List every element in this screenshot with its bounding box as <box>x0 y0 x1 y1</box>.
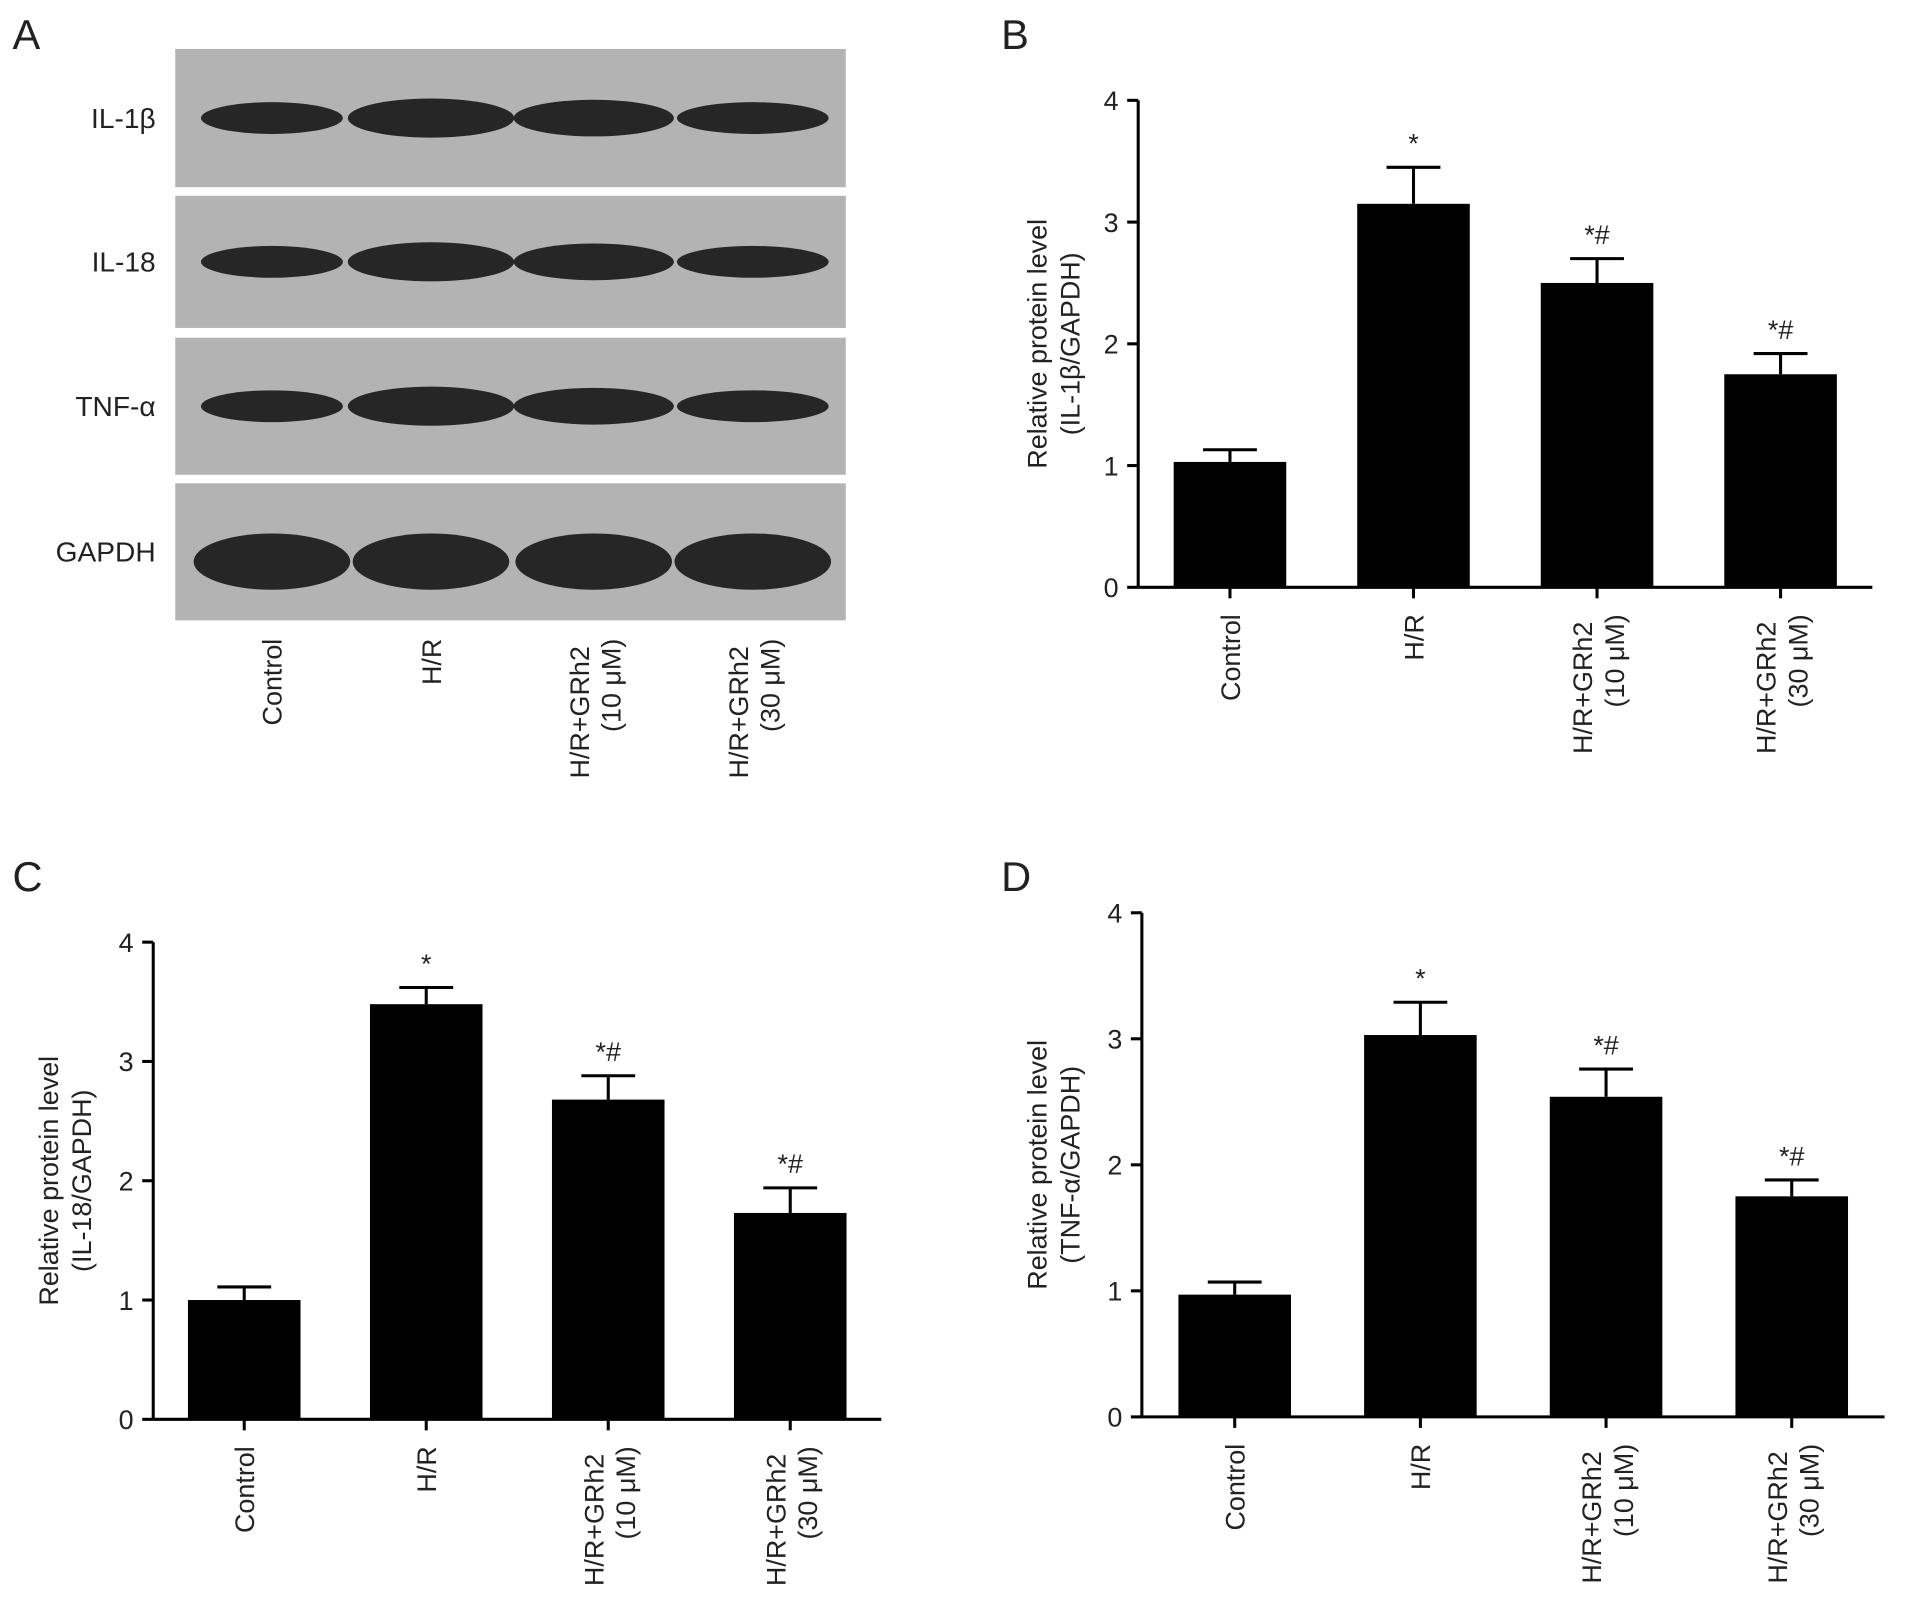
y-tick-label: 0 <box>1107 1403 1122 1433</box>
x-tick-label: H/R <box>412 1446 442 1492</box>
y-tick-label: 2 <box>1107 1151 1122 1181</box>
protein-label: IL-1β <box>91 103 156 134</box>
x-tick-label: H/R+GRh2 (10 μM) <box>1568 614 1630 754</box>
significance-mark: * <box>1415 964 1426 994</box>
blot-band <box>513 243 674 281</box>
blot-band <box>200 102 343 134</box>
bar <box>1540 282 1654 588</box>
bar <box>1735 1196 1849 1417</box>
blot-band <box>347 386 515 426</box>
bar <box>187 1300 301 1420</box>
x-tick-label: H/R+GRh2 (30 μM) <box>1752 614 1814 754</box>
y-tick-label: 4 <box>1107 899 1122 929</box>
lane-label: H/R+GRh2 (30 μM) <box>724 639 786 779</box>
bar <box>1724 374 1837 588</box>
blot-band <box>200 245 343 278</box>
blot-band <box>352 533 510 590</box>
significance-mark: * <box>421 949 432 979</box>
lane-label: H/R+GRh2 (10 μM) <box>565 639 627 779</box>
bar <box>1178 1294 1291 1417</box>
y-tick-label: 4 <box>1104 86 1119 116</box>
x-tick-label: Control <box>1216 614 1246 701</box>
y-tick-label: 2 <box>1104 330 1119 360</box>
y-tick-label: 4 <box>119 928 134 958</box>
bar <box>1173 461 1287 588</box>
blot-band <box>193 533 351 590</box>
y-tick-label: 0 <box>119 1405 134 1435</box>
blot-band <box>676 390 829 423</box>
panel-label: B <box>1001 11 1029 58</box>
significance-mark: * <box>1408 129 1419 159</box>
blot-band <box>676 102 829 134</box>
blot-band <box>347 242 515 282</box>
x-tick-label: Control <box>1220 1444 1250 1531</box>
significance-mark: *# <box>1593 1030 1618 1060</box>
significance-mark: *# <box>1779 1141 1804 1171</box>
y-axis-label: (IL-18/GAPDH) <box>67 1090 97 1272</box>
panel-label: C <box>13 853 43 900</box>
blot-band <box>200 390 343 423</box>
y-tick-label: 3 <box>1104 208 1119 238</box>
y-tick-label: 2 <box>119 1167 134 1197</box>
x-tick-label: Control <box>230 1446 260 1533</box>
protein-label: TNF-α <box>75 391 155 422</box>
y-tick-label: 0 <box>1104 573 1119 603</box>
blot-band <box>347 98 515 138</box>
x-tick-label: H/R+GRh2 (10 μM) <box>1577 1444 1639 1584</box>
x-tick-label: H/R <box>1399 614 1429 660</box>
bar <box>551 1099 665 1420</box>
blot-band <box>513 387 674 425</box>
protein-label: GAPDH <box>56 537 156 568</box>
x-tick-label: H/R <box>1406 1444 1436 1490</box>
western-blot: IL-1β IL-18 TNF-α GAPDH <box>56 48 846 621</box>
significance-mark: *# <box>778 1149 803 1179</box>
blot-band <box>676 245 829 278</box>
y-tick-label: 1 <box>1104 451 1119 481</box>
panel-label: D <box>1001 853 1031 900</box>
bar <box>1357 203 1470 588</box>
bar <box>733 1212 847 1420</box>
y-tick-label: 1 <box>1107 1277 1122 1307</box>
y-axis-label: (IL-1β/GAPDH) <box>1055 252 1085 435</box>
y-axis-label: Relative protein level <box>34 1056 64 1306</box>
panel-label: A <box>13 11 41 58</box>
blot-band <box>515 533 673 590</box>
y-axis-label: Relative protein level <box>1022 1040 1052 1290</box>
y-tick-label: 1 <box>119 1286 134 1316</box>
protein-label: IL-18 <box>92 247 156 278</box>
y-axis-label: (TNF-α/GAPDH) <box>1055 1066 1085 1264</box>
lane-label: Control <box>258 639 288 726</box>
y-tick-label: 3 <box>1107 1025 1122 1055</box>
significance-mark: *# <box>1584 220 1609 250</box>
x-tick-label: H/R+GRh2 (30 μM) <box>1763 1444 1825 1584</box>
blot-band <box>513 99 674 137</box>
bar <box>369 1004 483 1420</box>
lane-label: H/R <box>417 639 447 685</box>
significance-mark: *# <box>1768 315 1793 345</box>
significance-mark: *# <box>596 1037 621 1067</box>
bar <box>1549 1096 1663 1417</box>
x-tick-label: H/R+GRh2 (10 μM) <box>579 1446 641 1586</box>
bar <box>1364 1035 1477 1417</box>
y-tick-label: 3 <box>119 1047 134 1077</box>
blot-band <box>674 533 832 590</box>
x-tick-label: H/R+GRh2 (30 μM) <box>761 1446 823 1586</box>
y-axis-label: Relative protein level <box>1022 219 1052 469</box>
